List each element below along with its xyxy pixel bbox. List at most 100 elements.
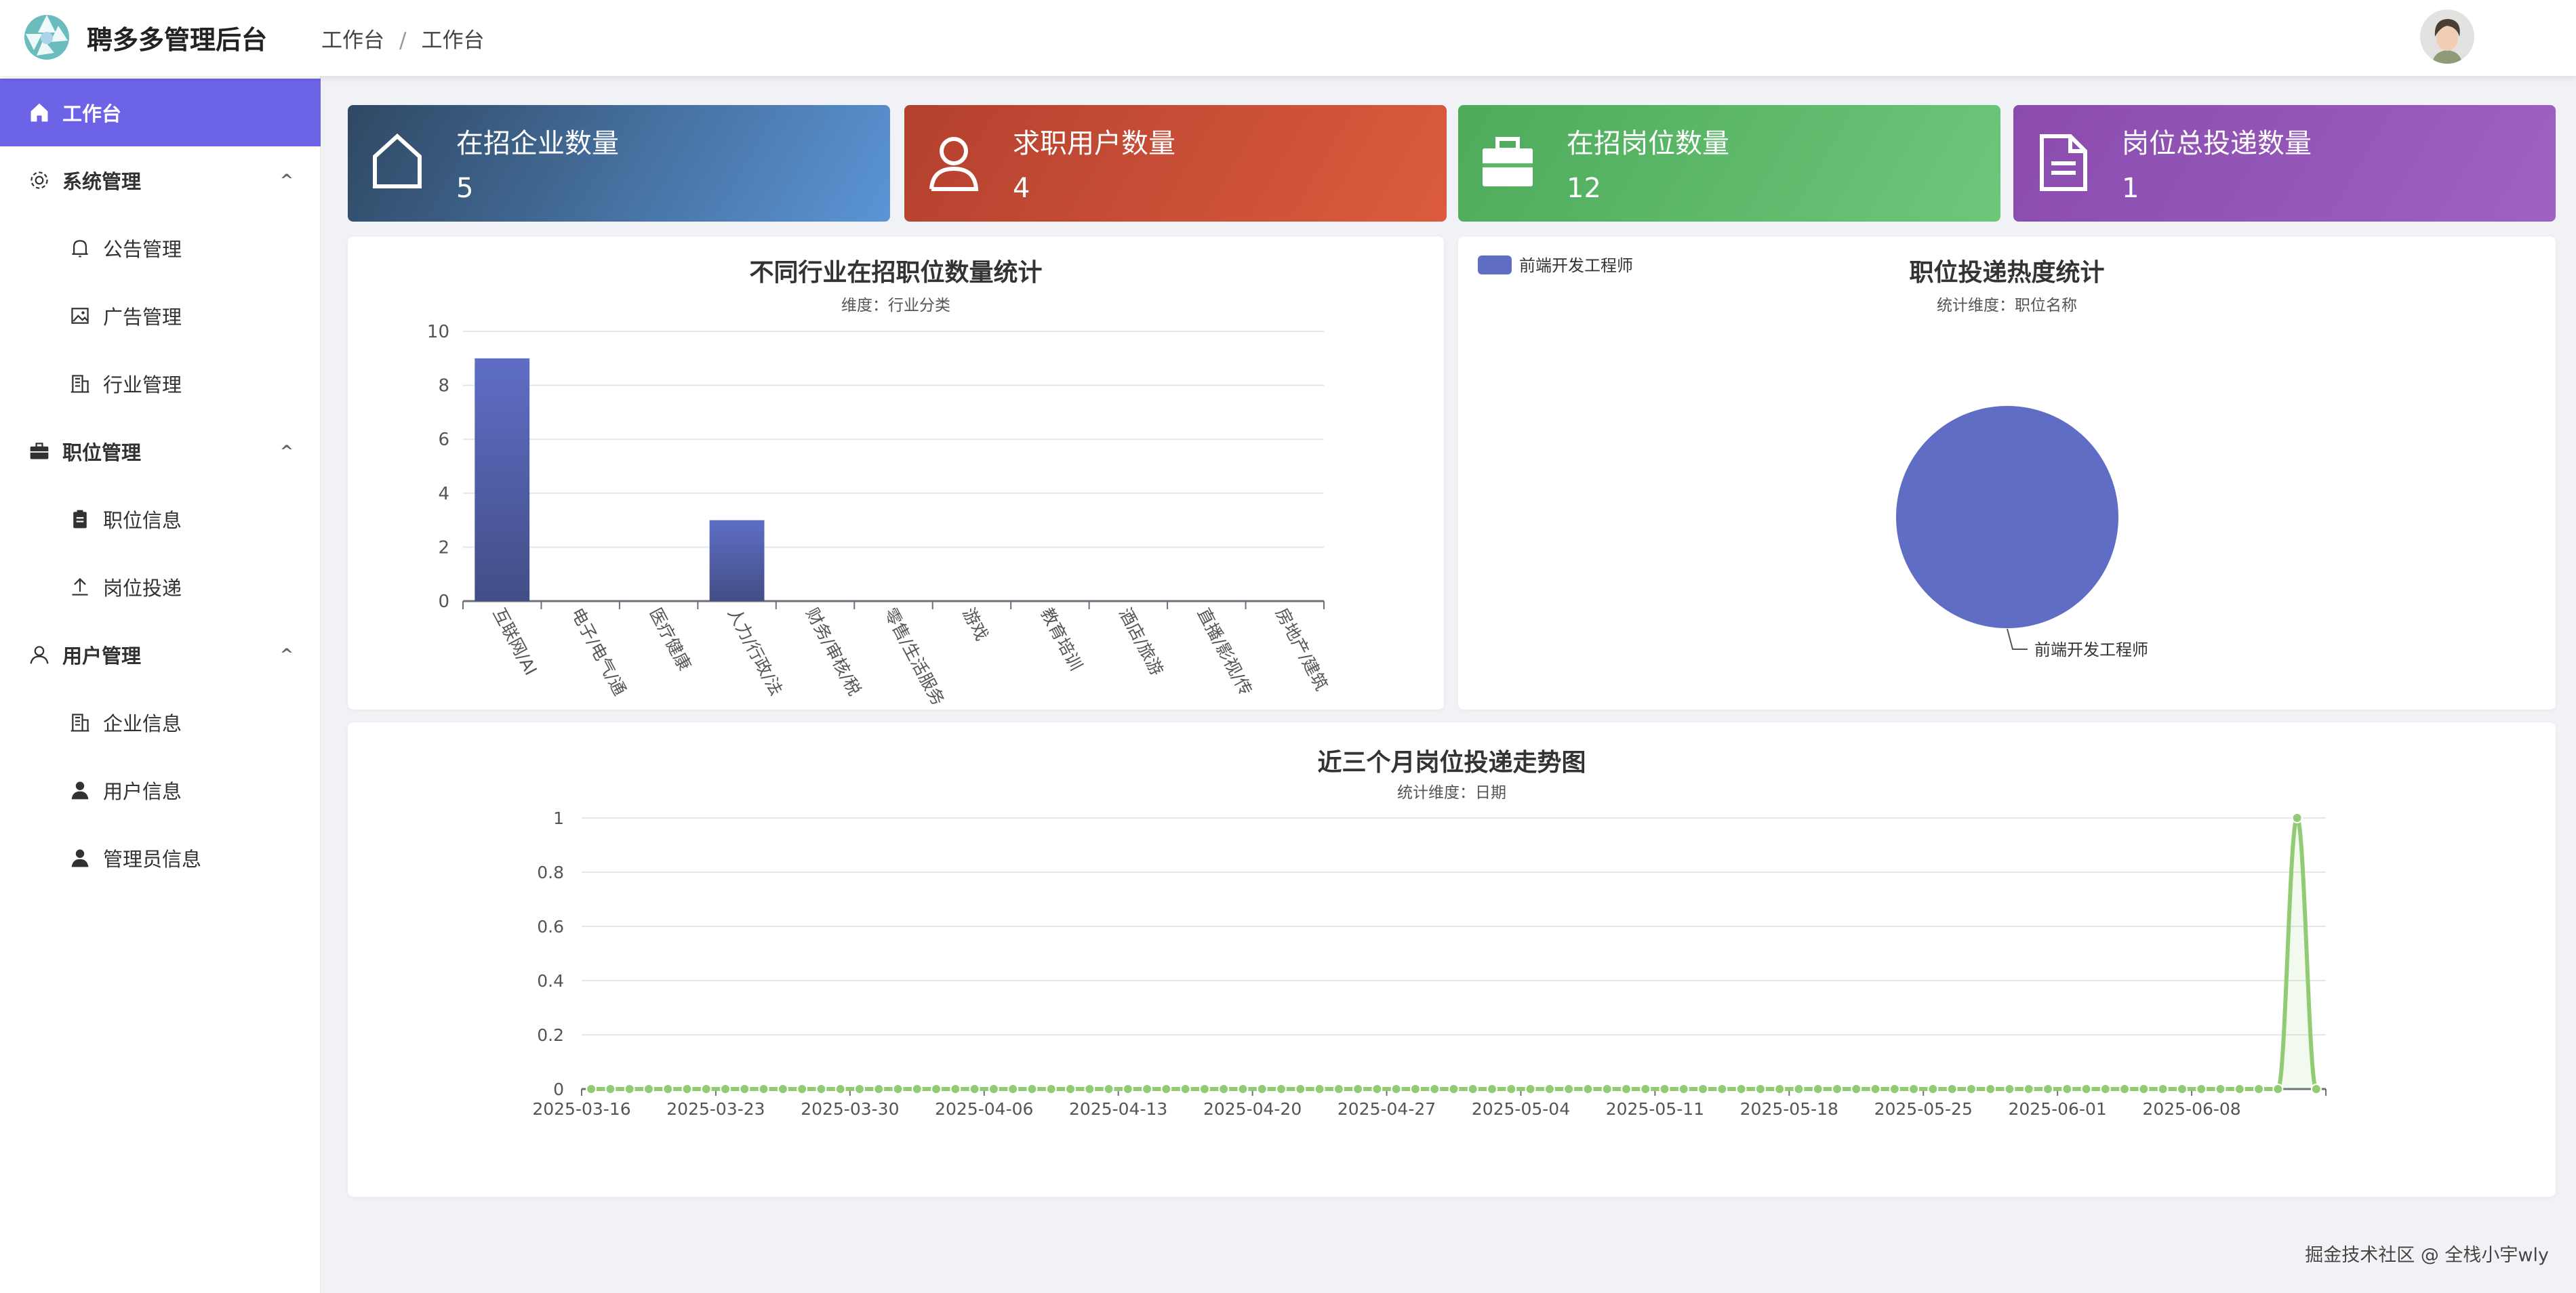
data-point[interactable] xyxy=(2253,1084,2265,1094)
data-point[interactable] xyxy=(605,1084,616,1094)
data-point[interactable] xyxy=(1352,1084,1364,1094)
sidebar-item-4[interactable]: 行业管理 xyxy=(0,350,321,417)
data-point[interactable] xyxy=(1122,1084,1133,1094)
data-point[interactable] xyxy=(797,1084,808,1094)
data-point[interactable] xyxy=(1180,1084,1191,1094)
data-point[interactable] xyxy=(2157,1084,2169,1094)
data-point[interactable] xyxy=(1678,1084,1689,1094)
data-point[interactable] xyxy=(1103,1084,1114,1094)
data-point[interactable] xyxy=(662,1084,674,1094)
data-point[interactable] xyxy=(1487,1084,1498,1094)
data-point[interactable] xyxy=(2080,1084,2092,1094)
chevron-up-icon[interactable]: ^ xyxy=(279,645,294,664)
data-point[interactable] xyxy=(1007,1084,1019,1094)
data-point[interactable] xyxy=(2272,1084,2284,1094)
sidebar-item-9[interactable]: 企业信息 xyxy=(0,689,321,756)
data-point[interactable] xyxy=(1333,1084,1344,1094)
data-point[interactable] xyxy=(1812,1084,1824,1094)
data-point[interactable] xyxy=(1218,1084,1230,1094)
data-point[interactable] xyxy=(1793,1084,1805,1094)
pie-slice[interactable] xyxy=(1895,405,2120,630)
data-point[interactable] xyxy=(1851,1084,1862,1094)
data-point[interactable] xyxy=(892,1084,904,1094)
data-point[interactable] xyxy=(1754,1084,1766,1094)
data-point[interactable] xyxy=(1314,1084,1325,1094)
data-point[interactable] xyxy=(816,1084,827,1094)
data-point[interactable] xyxy=(2291,813,2303,823)
data-point[interactable] xyxy=(1870,1084,1881,1094)
sidebar-item-8[interactable]: 用户管理 ^ xyxy=(0,621,321,689)
data-point[interactable] xyxy=(1774,1084,1786,1094)
data-point[interactable] xyxy=(2215,1084,2226,1094)
data-point[interactable] xyxy=(624,1084,635,1094)
data-point[interactable] xyxy=(2061,1084,2073,1094)
data-point[interactable] xyxy=(1908,1084,1920,1094)
bar[interactable] xyxy=(709,520,765,601)
data-point[interactable] xyxy=(1371,1084,1383,1094)
data-point[interactable] xyxy=(1467,1084,1478,1094)
sidebar-item-0[interactable]: 工作台 xyxy=(0,79,321,146)
data-point[interactable] xyxy=(1927,1084,1939,1094)
data-point[interactable] xyxy=(1985,1084,1996,1094)
chevron-up-icon[interactable]: ^ xyxy=(279,171,294,190)
data-point[interactable] xyxy=(1563,1084,1575,1094)
data-point[interactable] xyxy=(834,1084,846,1094)
data-point[interactable] xyxy=(1965,1084,1977,1094)
data-point[interactable] xyxy=(873,1084,885,1094)
data-point[interactable] xyxy=(1276,1084,1287,1094)
data-point[interactable] xyxy=(2310,1084,2322,1094)
data-point[interactable] xyxy=(1448,1084,1460,1094)
data-point[interactable] xyxy=(1429,1084,1441,1094)
data-point[interactable] xyxy=(2176,1084,2188,1094)
breadcrumb-item[interactable]: 工作台 xyxy=(321,28,384,53)
data-point[interactable] xyxy=(2099,1084,2111,1094)
data-point[interactable] xyxy=(1582,1084,1594,1094)
data-point[interactable] xyxy=(739,1084,750,1094)
sidebar-item-6[interactable]: 职位信息 xyxy=(0,485,321,553)
data-point[interactable] xyxy=(1026,1084,1038,1094)
data-point[interactable] xyxy=(1390,1084,1402,1094)
data-point[interactable] xyxy=(1409,1084,1421,1094)
data-point[interactable] xyxy=(1735,1084,1747,1094)
data-point[interactable] xyxy=(1084,1084,1095,1094)
data-point[interactable] xyxy=(1640,1084,1651,1094)
data-point[interactable] xyxy=(2138,1084,2150,1094)
data-point[interactable] xyxy=(2119,1084,2131,1094)
data-point[interactable] xyxy=(1237,1084,1249,1094)
data-point[interactable] xyxy=(1716,1084,1728,1094)
data-point[interactable] xyxy=(777,1084,788,1094)
legend-swatch[interactable] xyxy=(1478,255,1512,274)
avatar[interactable] xyxy=(2420,9,2474,64)
data-point[interactable] xyxy=(2042,1084,2054,1094)
data-point[interactable] xyxy=(1256,1084,1268,1094)
data-point[interactable] xyxy=(1295,1084,1306,1094)
data-point[interactable] xyxy=(1946,1084,1958,1094)
data-point[interactable] xyxy=(1659,1084,1670,1094)
data-point[interactable] xyxy=(2234,1084,2245,1094)
data-point[interactable] xyxy=(1506,1084,1517,1094)
data-point[interactable] xyxy=(2004,1084,2015,1094)
data-point[interactable] xyxy=(700,1084,712,1094)
data-point[interactable] xyxy=(911,1084,923,1094)
sidebar-item-10[interactable]: 用户信息 xyxy=(0,756,321,824)
sidebar-item-7[interactable]: 岗位投递 xyxy=(0,553,321,621)
data-point[interactable] xyxy=(1831,1084,1843,1094)
data-point[interactable] xyxy=(1889,1084,1900,1094)
data-point[interactable] xyxy=(586,1084,597,1094)
data-point[interactable] xyxy=(1199,1084,1210,1094)
data-point[interactable] xyxy=(2196,1084,2207,1094)
data-point[interactable] xyxy=(988,1084,999,1094)
data-point[interactable] xyxy=(853,1084,865,1094)
data-point[interactable] xyxy=(1045,1084,1057,1094)
data-point[interactable] xyxy=(1525,1084,1536,1094)
sidebar-item-2[interactable]: 公告管理 xyxy=(0,214,321,282)
sidebar-item-1[interactable]: 系统管理 ^ xyxy=(0,146,321,214)
data-point[interactable] xyxy=(1620,1084,1632,1094)
data-point[interactable] xyxy=(1142,1084,1153,1094)
data-point[interactable] xyxy=(1697,1084,1709,1094)
sidebar-item-5[interactable]: 职位管理 ^ xyxy=(0,417,321,485)
bar[interactable] xyxy=(475,358,530,601)
data-point[interactable] xyxy=(1601,1084,1613,1094)
chevron-up-icon[interactable]: ^ xyxy=(279,442,294,461)
data-point[interactable] xyxy=(1544,1084,1555,1094)
